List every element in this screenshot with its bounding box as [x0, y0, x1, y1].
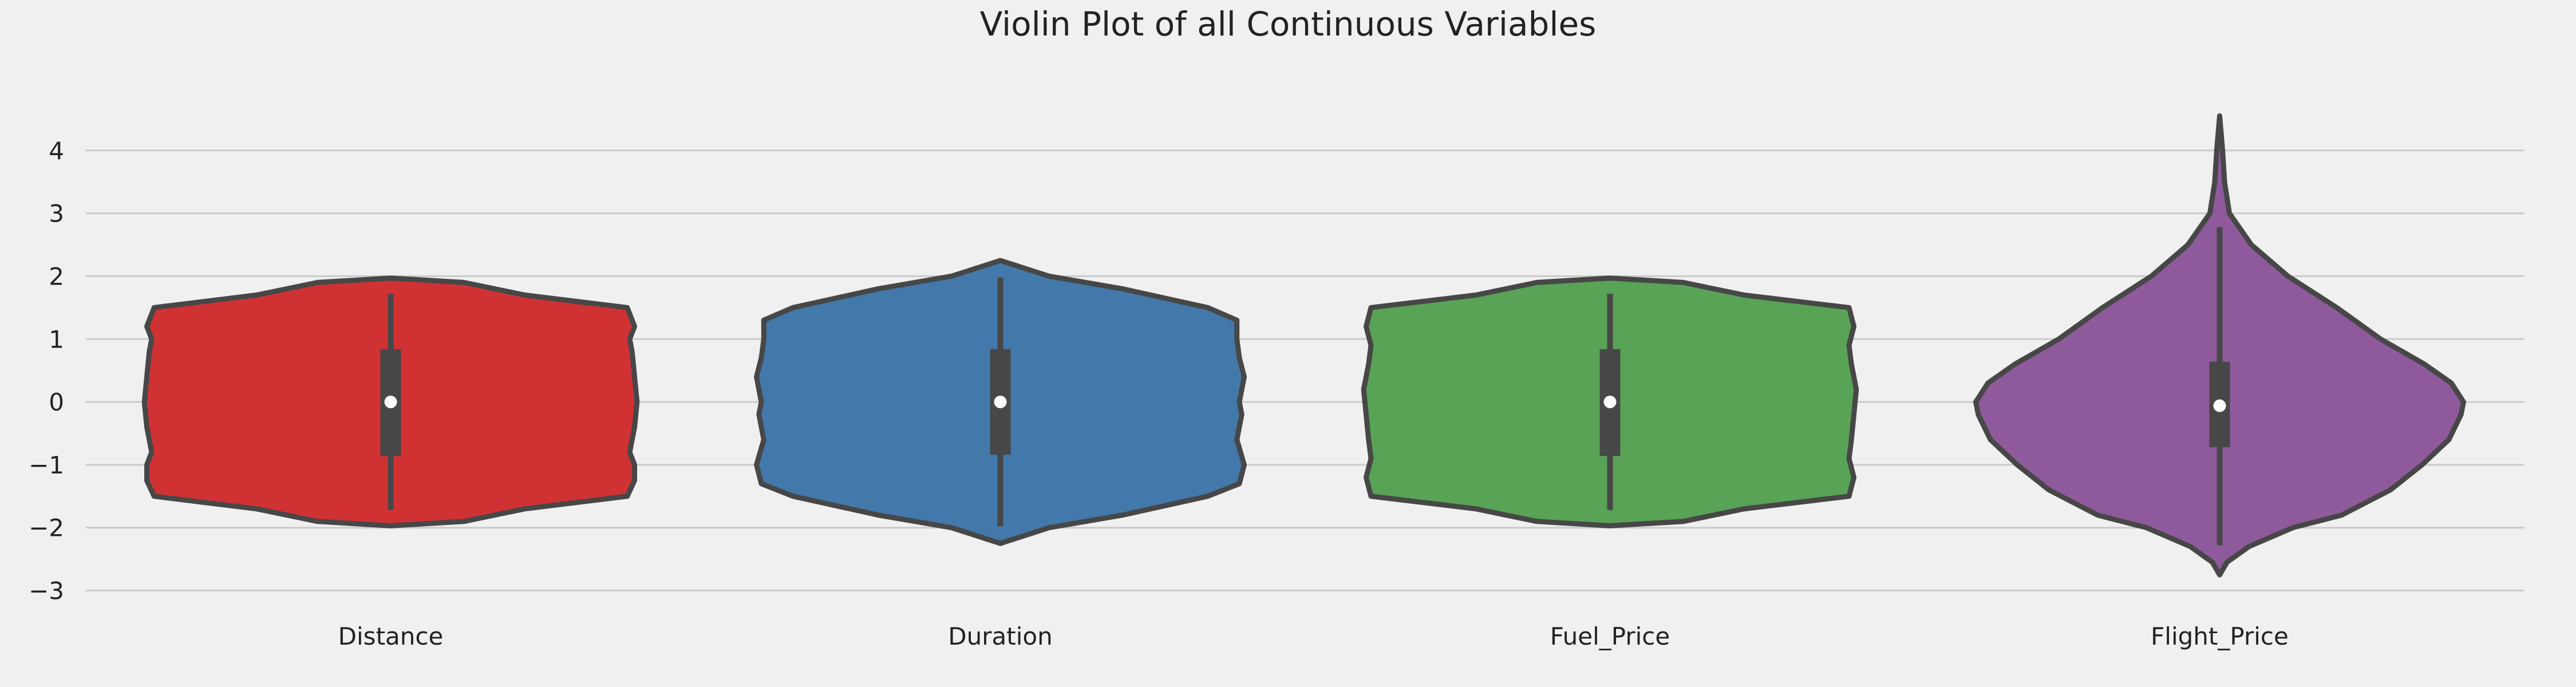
x-tick-label: Duration: [948, 622, 1052, 650]
median-marker: [994, 396, 1007, 409]
violins: [141, 113, 2466, 578]
y-tick-label: 0: [49, 388, 64, 416]
y-axis-ticks: −3 −2 −1 0 1 2 3 4: [29, 137, 64, 605]
median-marker: [1603, 396, 1617, 409]
y-tick-label: 1: [49, 325, 64, 353]
median-marker: [2213, 399, 2226, 412]
y-tick-label: −2: [29, 514, 64, 542]
violin-duration: [754, 258, 1247, 546]
x-tick-label: Fuel_Price: [1550, 622, 1670, 650]
violin-flight-price: [1973, 113, 2466, 578]
y-tick-label: 4: [49, 137, 64, 165]
chart-title: Violin Plot of all Continuous Variables: [980, 5, 1597, 44]
y-tick-label: −3: [29, 577, 64, 605]
y-tick-label: 2: [49, 262, 64, 290]
x-tick-label: Flight_Price: [2151, 622, 2289, 650]
x-tick-label: Distance: [338, 622, 444, 650]
median-marker: [384, 396, 397, 409]
violin-distance: [141, 275, 640, 528]
y-tick-label: −1: [29, 451, 64, 479]
violin-fuel-price: [1361, 275, 1859, 528]
y-tick-label: 3: [49, 200, 64, 228]
x-axis-ticks: Distance Duration Fuel_Price Flight_Price: [338, 622, 2289, 650]
